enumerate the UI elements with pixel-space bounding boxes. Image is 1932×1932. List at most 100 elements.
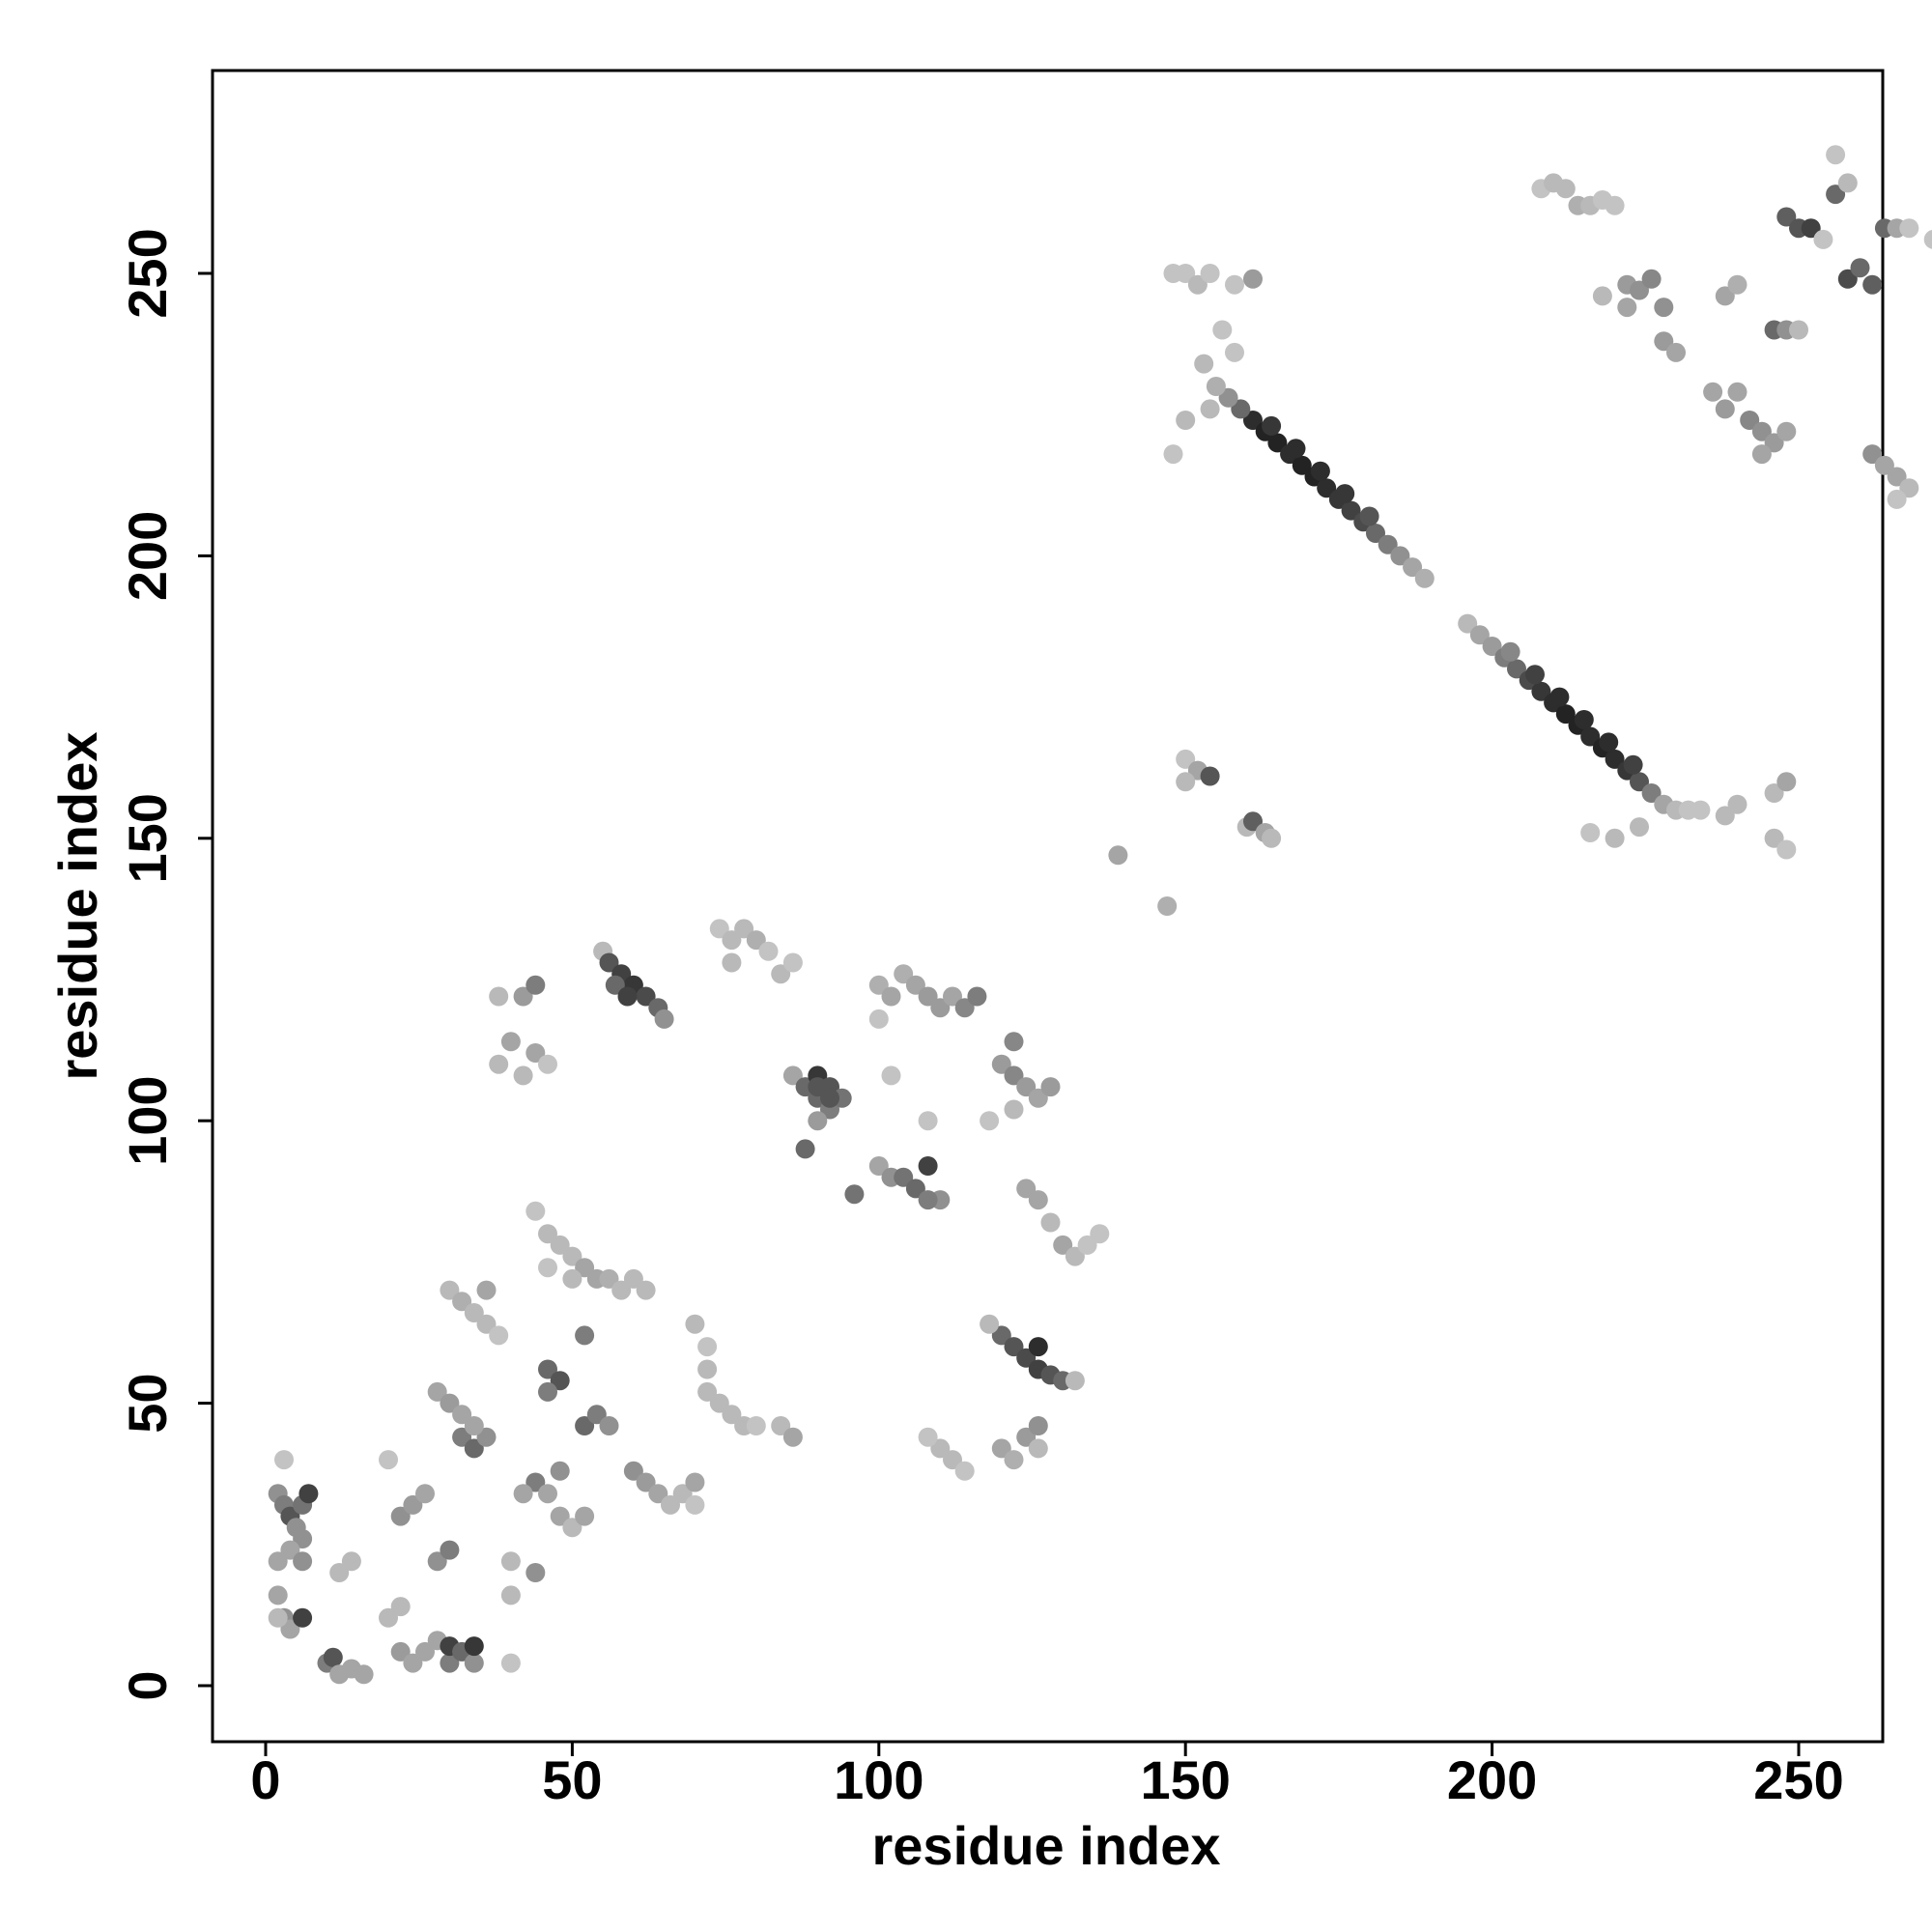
scatter-point bbox=[403, 1494, 423, 1515]
scatter-point bbox=[648, 1484, 668, 1504]
scatter-point bbox=[1403, 557, 1423, 578]
scatter-point bbox=[415, 1641, 435, 1662]
scatter-point bbox=[1200, 399, 1220, 419]
scatter-point bbox=[575, 1258, 595, 1278]
scatter-point bbox=[991, 1438, 1011, 1459]
scatter-point bbox=[617, 986, 638, 1007]
scatter-point bbox=[1592, 286, 1612, 306]
scatter-point bbox=[354, 1664, 374, 1685]
scatter-point bbox=[1715, 806, 1735, 826]
scatter-point bbox=[1200, 766, 1220, 786]
scatter-point bbox=[1243, 269, 1263, 289]
scatter-point bbox=[323, 1647, 343, 1667]
x-tick-label: 150 bbox=[1140, 1749, 1230, 1810]
scatter-point bbox=[427, 1381, 447, 1402]
scatter-point bbox=[550, 1506, 570, 1526]
plot-frame bbox=[211, 69, 1885, 1744]
scatter-point bbox=[452, 1405, 472, 1425]
scatter-point bbox=[575, 1506, 595, 1526]
scatter-point bbox=[390, 1641, 411, 1662]
scatter-point bbox=[697, 1337, 718, 1357]
scatter-point bbox=[293, 1607, 313, 1628]
scatter-point bbox=[1580, 823, 1601, 842]
scatter-point bbox=[1212, 320, 1233, 340]
scatter-point bbox=[1641, 783, 1662, 803]
x-tick-label: 100 bbox=[834, 1749, 923, 1810]
scatter-point bbox=[930, 1438, 951, 1459]
scatter-point bbox=[1176, 264, 1196, 283]
scatter-point bbox=[905, 1179, 925, 1199]
scatter-point bbox=[980, 1314, 1000, 1334]
scatter-point bbox=[954, 998, 975, 1018]
scatter-point bbox=[1715, 399, 1735, 419]
scatter-point bbox=[1262, 415, 1282, 436]
scatter-point bbox=[562, 1246, 582, 1266]
y-tick-label: 50 bbox=[117, 1373, 178, 1433]
scatter-point bbox=[1862, 274, 1883, 295]
scatter-point bbox=[1801, 218, 1821, 239]
scatter-point bbox=[746, 930, 766, 951]
y-tick-label: 150 bbox=[117, 793, 178, 883]
scatter-point bbox=[808, 1111, 828, 1131]
y-tick-label: 0 bbox=[117, 1670, 178, 1700]
scatter-point bbox=[1359, 506, 1379, 526]
scatter-point bbox=[1654, 298, 1674, 318]
scatter-point bbox=[1004, 1065, 1024, 1086]
scatter-point bbox=[672, 1484, 693, 1504]
scatter-point bbox=[1090, 1224, 1110, 1244]
scatter-point bbox=[538, 1054, 557, 1074]
scatter-point bbox=[464, 1653, 484, 1673]
scatter-point bbox=[697, 1359, 718, 1379]
scatter-point bbox=[881, 986, 901, 1007]
scatter-point bbox=[746, 1416, 766, 1435]
scatter-point bbox=[1225, 342, 1244, 362]
scatter-point bbox=[611, 1280, 632, 1300]
scatter-point bbox=[1751, 444, 1772, 465]
scatter-point bbox=[1580, 726, 1601, 747]
scatter-point bbox=[562, 1268, 582, 1289]
scatter-point bbox=[636, 986, 656, 1007]
scatter-point bbox=[1641, 269, 1662, 289]
scatter-point bbox=[489, 1054, 509, 1074]
y-axis: 0 50 100 150 200 250 bbox=[117, 228, 213, 1701]
scatter-point bbox=[1525, 665, 1545, 685]
scatter-point bbox=[341, 1551, 361, 1572]
scatter-point bbox=[1187, 274, 1208, 295]
scatter-point bbox=[918, 1111, 938, 1131]
scatter-point bbox=[1176, 749, 1196, 769]
scatter-point bbox=[500, 1585, 521, 1605]
scatter-point bbox=[918, 986, 938, 1007]
scatter-point bbox=[379, 1450, 398, 1470]
y-tick-label: 200 bbox=[117, 511, 178, 601]
scatter-point bbox=[1243, 811, 1263, 832]
scatter-point bbox=[526, 975, 546, 995]
scatter-point bbox=[1605, 828, 1625, 848]
scatter-point bbox=[379, 1607, 398, 1628]
scatter-point bbox=[440, 1280, 460, 1300]
scatter-point bbox=[1507, 659, 1526, 679]
scatter-point bbox=[697, 1381, 718, 1402]
scatter-point bbox=[782, 1065, 803, 1086]
scatter-point bbox=[868, 1009, 889, 1029]
scatter-point bbox=[918, 1190, 938, 1210]
scatter-point bbox=[513, 1484, 533, 1504]
scatter-point bbox=[782, 1427, 803, 1447]
x-tick-label: 0 bbox=[250, 1749, 280, 1810]
scatter-point bbox=[905, 975, 925, 995]
scatter-point bbox=[967, 986, 987, 1007]
scatter-point bbox=[1482, 637, 1502, 656]
scatter-point bbox=[1335, 484, 1355, 504]
scatter-point bbox=[1837, 173, 1858, 193]
scatter-point bbox=[427, 1551, 447, 1572]
scatter-point bbox=[403, 1653, 423, 1673]
scatter-point bbox=[1317, 478, 1337, 498]
scatter-point bbox=[685, 1314, 705, 1334]
scatter-point bbox=[1028, 1088, 1048, 1108]
scatter-point bbox=[820, 1088, 839, 1108]
scatter-point bbox=[1028, 1438, 1048, 1459]
scatter-point bbox=[464, 1636, 484, 1657]
scatter-point bbox=[1016, 1348, 1037, 1368]
scatter-point bbox=[1016, 1179, 1037, 1199]
scatter-point bbox=[930, 998, 951, 1018]
scatter-point bbox=[844, 1184, 865, 1205]
